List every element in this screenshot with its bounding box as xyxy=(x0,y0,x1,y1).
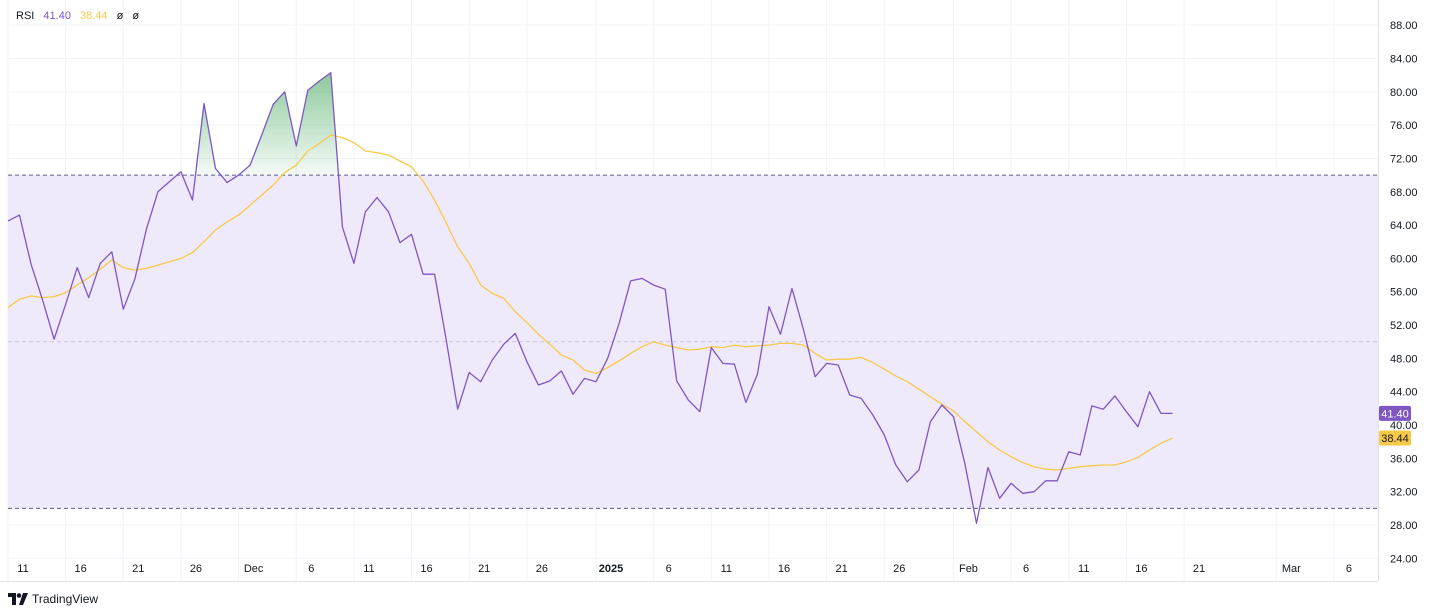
x-tick-label: 16 xyxy=(778,563,790,575)
x-tick-label: 6 xyxy=(308,563,314,575)
x-tick-label: 16 xyxy=(1135,563,1147,575)
y-tick-label: 40.00 xyxy=(1390,420,1418,432)
brand-name: TradingView xyxy=(32,592,99,606)
y-axis-ticks[interactable]: 24.00 28.00 32.00 36.00 40.00 44.00 48.00 52.00… xyxy=(1390,20,1418,565)
x-tick-label: 11 xyxy=(363,563,374,575)
rsi-ma-value-label: 38.44 xyxy=(1379,430,1411,446)
y-tick-label: 84.00 xyxy=(1390,54,1418,66)
x-tick-label: 21 xyxy=(478,563,490,575)
x-tick-label: 26 xyxy=(190,563,202,575)
x-tick-label: 26 xyxy=(893,563,905,575)
y-tick-label: 60.00 xyxy=(1390,253,1418,265)
x-tick-label: 11 xyxy=(1078,563,1089,575)
y-tick-label: 64.00 xyxy=(1390,220,1418,232)
overbought-fill xyxy=(177,72,339,176)
value-labels: 41.40 38.44 xyxy=(1379,405,1411,446)
x-tick-label: 2025 xyxy=(599,563,623,575)
y-tick-label: 32.00 xyxy=(1390,487,1418,499)
y-tick-label: 72.00 xyxy=(1390,153,1418,165)
x-tick-label: Dec xyxy=(244,563,264,575)
chart-legend[interactable]: RSI 41.40 38.44 ø ø xyxy=(16,10,145,22)
y-tick-label: 52.00 xyxy=(1390,320,1418,332)
y-tick-label: 24.00 xyxy=(1390,553,1418,565)
y-tick-label: 48.00 xyxy=(1390,353,1418,365)
x-tick-label: 16 xyxy=(75,563,87,575)
x-tick-label: 21 xyxy=(836,563,848,575)
x-tick-label: 11 xyxy=(17,563,28,575)
rsi-line xyxy=(7,72,1173,524)
rsi-ma-line xyxy=(7,134,1173,471)
tradingview-logo[interactable]: TradingView xyxy=(8,592,98,606)
legend-extra-2: ø xyxy=(132,10,140,22)
x-tick-label: 21 xyxy=(132,563,144,575)
value-label-text: 41.40 xyxy=(1381,408,1409,420)
y-tick-label: 80.00 xyxy=(1390,87,1418,99)
rsi-ma-value: 38.44 xyxy=(80,10,108,22)
legend-extra-1: ø xyxy=(116,10,124,22)
x-tick-label: Mar xyxy=(1282,563,1301,575)
y-tick-label: 88.00 xyxy=(1390,20,1418,32)
y-tick-label: 56.00 xyxy=(1390,287,1418,299)
y-tick-label: 44.00 xyxy=(1390,387,1418,399)
indicator-name: RSI xyxy=(16,10,35,22)
x-tick-label: 21 xyxy=(1193,563,1205,575)
x-tick-label: 11 xyxy=(721,563,732,575)
x-tick-label: 6 xyxy=(1346,563,1352,575)
y-tick-label: 68.00 xyxy=(1390,187,1418,199)
x-tick-label: 6 xyxy=(666,563,672,575)
tradingview-icon xyxy=(8,593,28,605)
x-tick-label: 6 xyxy=(1023,563,1029,575)
x-tick-label: Feb xyxy=(959,563,978,575)
value-label-text: 38.44 xyxy=(1381,433,1409,445)
x-axis-ticks[interactable]: 11 16 21 26 Dec 6 11 16 21 26 2025 6 11 16 21 26 Feb 6 11 1… xyxy=(17,563,1352,575)
y-tick-label: 76.00 xyxy=(1390,120,1418,132)
x-tick-label: 26 xyxy=(536,563,548,575)
x-tick-label: 16 xyxy=(420,563,432,575)
y-tick-label: 36.00 xyxy=(1390,453,1418,465)
y-tick-label: 28.00 xyxy=(1390,520,1418,532)
rsi-value: 41.40 xyxy=(43,10,71,22)
rsi-value-label: 41.40 xyxy=(1379,405,1411,421)
